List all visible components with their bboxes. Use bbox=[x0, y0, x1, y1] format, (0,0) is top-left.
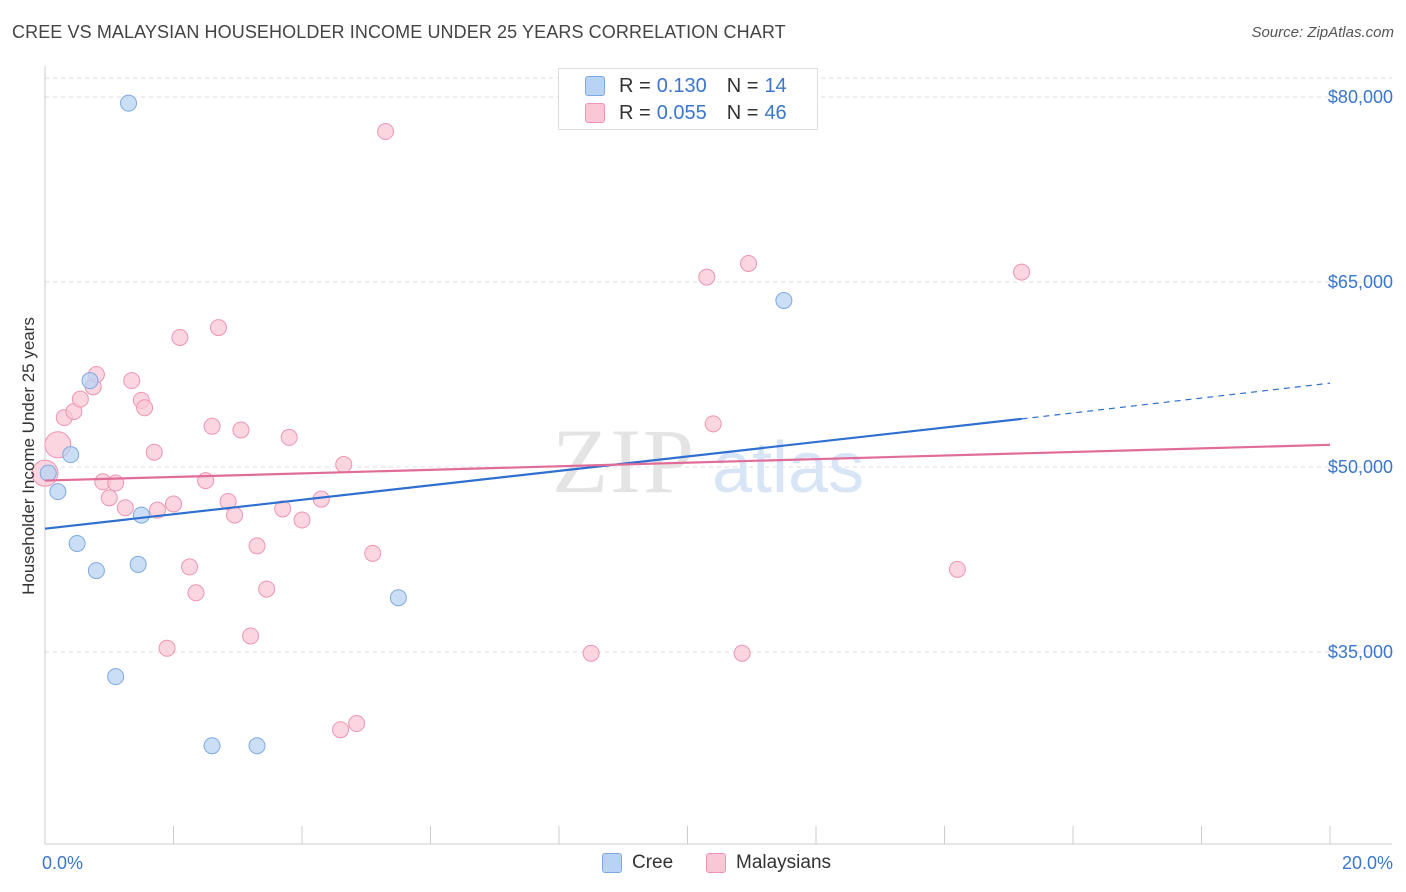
malaysians-point bbox=[582, 644, 600, 662]
trend-layer bbox=[44, 382, 1331, 530]
malaysians-point bbox=[181, 558, 199, 576]
legend-r-label: R = bbox=[619, 74, 651, 97]
axis-layer: $35,000 $50,000 $65,000 $80,000 0.0% 20.0% bbox=[42, 66, 1393, 873]
malaysians-point bbox=[171, 329, 189, 346]
cree-point bbox=[248, 737, 266, 755]
legend-n-label: N = bbox=[726, 101, 759, 124]
legend-row-cree: R = 0.130 N = 14 bbox=[585, 73, 787, 99]
grid-layer bbox=[45, 77, 1392, 653]
malaysians-point bbox=[145, 443, 163, 461]
stats-legend: R = 0.130 N = 14 R = 0.055 N = 46 bbox=[558, 68, 818, 130]
malaysians-point bbox=[136, 399, 154, 417]
cree-point bbox=[81, 372, 99, 390]
cree-point bbox=[132, 506, 150, 524]
cree-point bbox=[129, 555, 147, 573]
x-tick-label: 20.0% bbox=[1342, 853, 1393, 873]
y-tick-label: $65,000 bbox=[1328, 272, 1393, 292]
malaysians-n-value: 46 bbox=[764, 101, 787, 124]
malaysians-point bbox=[698, 268, 716, 286]
malaysians-point bbox=[948, 560, 966, 578]
malaysians-point bbox=[71, 390, 89, 408]
malaysians-point bbox=[248, 537, 266, 555]
legend-row-malaysians: R = 0.055 N = 46 bbox=[585, 100, 787, 126]
y-axis-label: Householder Income Under 25 years bbox=[19, 317, 38, 595]
cree-point bbox=[62, 446, 80, 464]
cree-point bbox=[107, 668, 125, 686]
cree-trend-extension bbox=[1021, 382, 1331, 420]
cree-legend-swatch bbox=[602, 853, 622, 873]
malaysians-point bbox=[704, 415, 722, 433]
cree-n-value: 14 bbox=[764, 74, 787, 97]
malaysians-legend-label: Malaysians bbox=[736, 852, 832, 873]
malaysians-point bbox=[364, 544, 382, 562]
cree-point bbox=[120, 94, 138, 112]
malaysians-point bbox=[348, 715, 366, 733]
cree-point bbox=[49, 483, 67, 501]
malaysians-point bbox=[332, 721, 350, 739]
malaysians-point bbox=[100, 489, 118, 507]
malaysians-point bbox=[219, 493, 237, 511]
malaysians-point bbox=[1013, 263, 1031, 281]
malaysians-r-value: 0.055 bbox=[656, 101, 707, 124]
y-tick-label: $50,000 bbox=[1328, 457, 1393, 477]
cree-point bbox=[775, 292, 793, 309]
malaysians-point bbox=[280, 428, 298, 446]
cree-point bbox=[68, 534, 86, 552]
source-label: Source: ZipAtlas.com bbox=[1251, 24, 1394, 41]
malaysians-point bbox=[258, 580, 276, 598]
cree-point bbox=[389, 589, 407, 607]
malaysians-trend-line bbox=[44, 443, 1331, 482]
malaysians-point bbox=[203, 417, 221, 435]
malaysians-point bbox=[148, 501, 166, 519]
legend-r-label: R = bbox=[619, 101, 651, 124]
chart-title: CREE VS MALAYSIAN HOUSEHOLDER INCOME UND… bbox=[12, 22, 786, 42]
cree-point bbox=[39, 464, 57, 482]
malaysians-swatch bbox=[585, 103, 605, 123]
malaysians-point bbox=[232, 421, 250, 439]
malaysians-point bbox=[377, 123, 395, 141]
malaysians-point bbox=[226, 506, 244, 524]
malaysians-point bbox=[123, 372, 141, 390]
legend-item-malaysians[interactable]: Malaysians bbox=[706, 852, 831, 874]
series-legend: Cree Malaysians bbox=[0, 852, 1406, 878]
malaysians-point bbox=[335, 456, 353, 474]
x-tick-label: 0.0% bbox=[42, 853, 83, 873]
malaysians-point bbox=[242, 627, 260, 645]
malaysians-point bbox=[209, 319, 227, 337]
y-tick-label: $35,000 bbox=[1328, 642, 1393, 662]
legend-n-label: N = bbox=[726, 74, 759, 97]
malaysians-point bbox=[187, 584, 205, 602]
cree-point bbox=[87, 562, 105, 580]
malaysians-point bbox=[158, 639, 176, 657]
malaysians-point bbox=[740, 255, 758, 272]
cree-swatch bbox=[585, 76, 605, 96]
watermark-zip: ZIP bbox=[552, 410, 696, 512]
malaysians-point bbox=[293, 511, 311, 529]
malaysians-point bbox=[733, 644, 751, 662]
cree-point bbox=[203, 737, 221, 755]
legend-item-cree[interactable]: Cree bbox=[602, 852, 673, 874]
points-layer bbox=[31, 94, 1031, 755]
cree-r-value: 0.130 bbox=[656, 74, 707, 97]
malaysians-legend-swatch bbox=[706, 853, 726, 873]
cree-legend-label: Cree bbox=[632, 852, 674, 873]
malaysians-point bbox=[116, 499, 134, 517]
watermark-atlas: atlas bbox=[712, 428, 864, 508]
malaysians-point bbox=[165, 495, 182, 513]
cree-trend-line bbox=[44, 417, 1022, 530]
y-tick-label: $80,000 bbox=[1328, 87, 1393, 107]
